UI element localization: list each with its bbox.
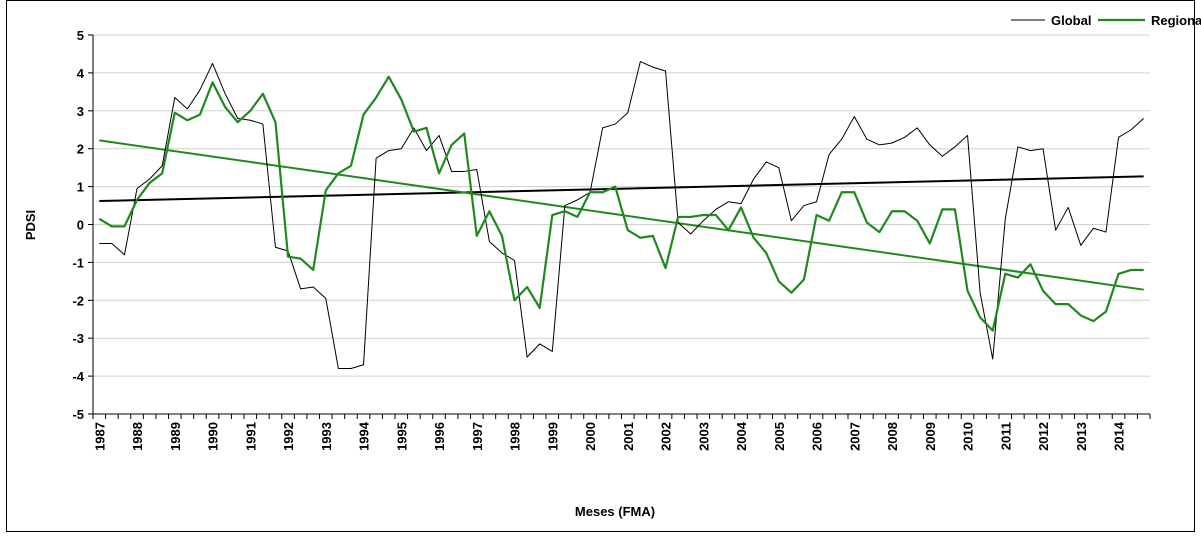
x-tick-label: 1993 — [319, 422, 334, 451]
y-tick-label: -4 — [72, 369, 84, 384]
x-tick-label: 2002 — [659, 422, 674, 451]
x-tick-label: 2007 — [847, 422, 862, 451]
trendline — [99, 139, 1144, 291]
x-tick-label: 1992 — [281, 422, 296, 451]
y-tick-label: 4 — [77, 66, 85, 81]
x-tick-label: 2012 — [1036, 422, 1051, 451]
x-tick-label: 2006 — [810, 422, 825, 451]
x-tick-label: 1996 — [432, 422, 447, 451]
legend-label: Regional — [1151, 13, 1201, 28]
y-tick-label: 0 — [77, 218, 84, 233]
x-tick-label: 1997 — [470, 422, 485, 451]
y-tick-label: 5 — [77, 28, 84, 43]
x-axis-label: Meses (FMA) — [575, 504, 655, 519]
x-tick-label: 2001 — [621, 422, 636, 451]
x-tick-label: 1988 — [130, 422, 145, 451]
frame — [6, 0, 1195, 532]
x-tick-label: 2008 — [885, 422, 900, 451]
x-tick-label: 1998 — [508, 422, 523, 451]
series-line — [98, 75, 1144, 332]
x-tick-label: 2009 — [923, 422, 938, 451]
x-tick-label: 1987 — [92, 422, 107, 451]
y-tick-label: -2 — [72, 293, 84, 308]
y-tick-label: -3 — [72, 331, 84, 346]
x-tick-label: 1990 — [206, 422, 221, 451]
x-tick-label: 2003 — [696, 422, 711, 451]
x-tick-label: 1989 — [168, 422, 183, 451]
y-tick-label: 2 — [77, 142, 84, 157]
x-tick-label: 2014 — [1112, 421, 1127, 451]
y-tick-label: 3 — [77, 104, 84, 119]
legend-label: Global — [1051, 13, 1091, 28]
y-tick-label: -5 — [72, 407, 84, 422]
series-line — [99, 61, 1145, 370]
y-axis-label: PDSI — [23, 210, 38, 240]
x-tick-label: 2013 — [1074, 422, 1089, 451]
x-tick-label: 2011 — [998, 422, 1013, 450]
y-tick-label: -1 — [72, 255, 84, 270]
x-tick-label: 2000 — [583, 422, 598, 451]
x-tick-label: 2005 — [772, 422, 787, 451]
x-tick-label: 1994 — [357, 421, 372, 451]
y-tick-label: 1 — [77, 180, 84, 195]
x-tick-label: 1999 — [545, 422, 560, 451]
x-tick-label: 2010 — [961, 422, 976, 451]
trendline — [99, 175, 1144, 203]
x-tick-label: 2004 — [734, 421, 749, 451]
x-tick-label: 1995 — [394, 422, 409, 451]
x-tick-label: 1991 — [243, 422, 258, 451]
